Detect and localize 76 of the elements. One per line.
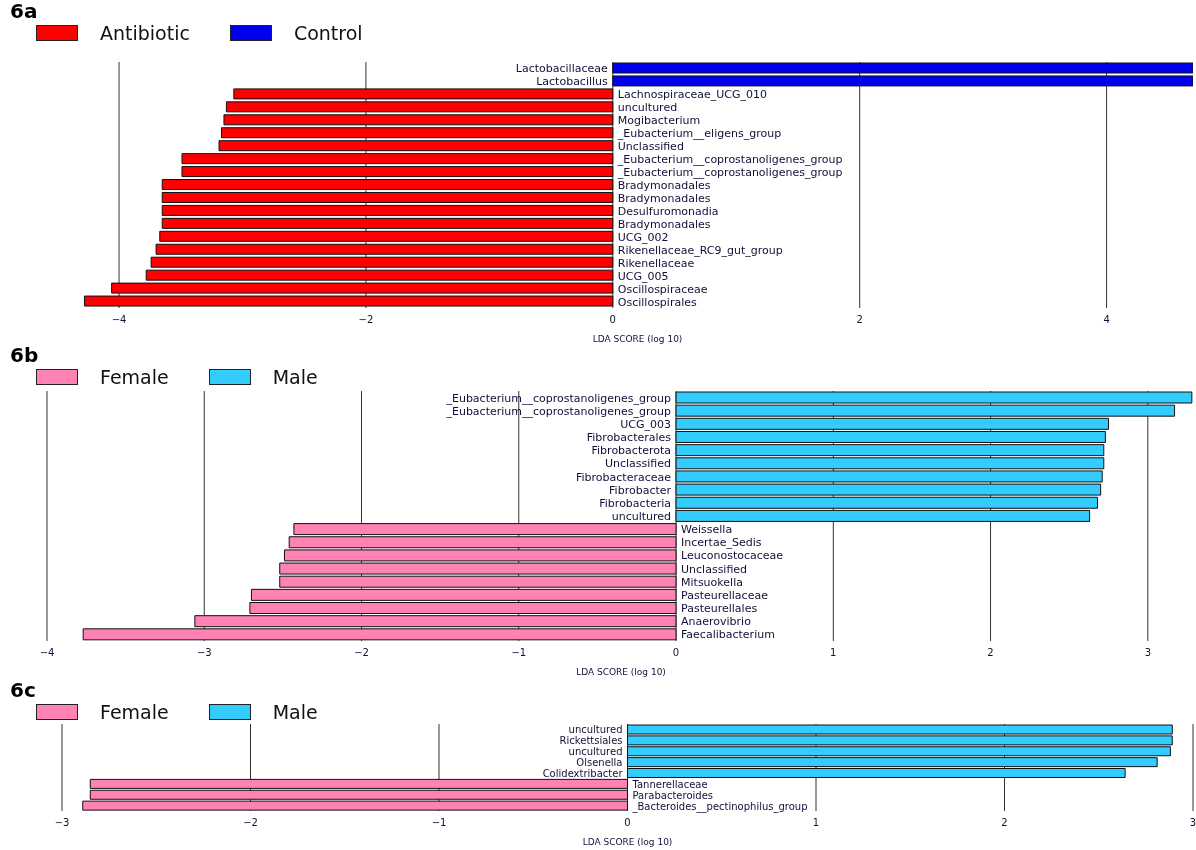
- y-tick-label: Anaerovibrio: [681, 615, 752, 629]
- y-tick-label: Fibrobacteria: [599, 496, 672, 510]
- y-tick-label: uncultured: [568, 724, 623, 736]
- y-tick-label: Colidextribacter: [542, 767, 624, 779]
- x-tick-label: 4: [1103, 314, 1110, 326]
- x-axis-title: LDA SCORE (log 10): [576, 667, 666, 677]
- y-tick-label: Mogibacterium: [617, 114, 701, 128]
- x-tick-label: 3: [1189, 817, 1196, 829]
- x-tick-label: −4: [39, 647, 55, 659]
- legend-label: Female: [100, 701, 169, 723]
- y-tick-label: uncultured: [568, 746, 623, 758]
- y-tick-label: Pasteurellaceae: [681, 588, 769, 602]
- y-tick-label: Parabacteroides: [632, 789, 713, 801]
- x-tick-label: 1: [812, 817, 820, 829]
- x-tick-label: 2: [1001, 817, 1008, 829]
- x-tick-label: −2: [243, 817, 258, 829]
- legend-label: Male: [272, 701, 318, 723]
- x-tick-label: 0: [609, 314, 616, 326]
- legend-label: Female: [100, 366, 169, 388]
- x-tick-label: 2: [856, 314, 863, 326]
- chart-title: 6a: [10, 0, 39, 23]
- x-tick-label: −3: [54, 817, 70, 829]
- y-tick-label: UCG_005: [617, 269, 669, 283]
- x-tick-label: −1: [431, 817, 447, 829]
- y-tick-label: Faecalibacterium: [681, 628, 775, 642]
- x-tick-label: −4: [111, 314, 127, 326]
- chart-title: 6b: [10, 343, 40, 367]
- y-tick-label: uncultured: [611, 510, 672, 523]
- y-tick-label: _Eubacterium__coprostanoligenes_group: [616, 166, 843, 180]
- y-tick-label: Leuconostocaceae: [681, 549, 784, 563]
- y-tick-label: uncultured: [617, 101, 678, 115]
- y-tick-label: Bradymonadales: [617, 191, 711, 205]
- y-tick-label: Lactobacillus: [536, 75, 609, 89]
- y-tick-label: _Eubacterium__coprostanoligenes_group: [616, 153, 843, 167]
- y-tick-label: Bradymonadales: [617, 179, 711, 192]
- y-tick-label: Fibrobacterales: [586, 431, 672, 445]
- x-tick-label: −2: [354, 647, 369, 659]
- y-tick-label: Fibrobacterota: [591, 444, 672, 458]
- legend-label: Antibiotic: [100, 22, 190, 44]
- chart-title: 6c: [10, 678, 37, 702]
- y-tick-label: Bradymonadales: [617, 217, 711, 231]
- y-tick-label: _Eubacterium__eligens_group: [616, 127, 782, 141]
- x-tick-label: 0: [672, 647, 680, 659]
- x-tick-label: −3: [196, 647, 212, 659]
- y-tick-label: Olsenella: [576, 757, 623, 769]
- x-tick-label: 3: [1144, 647, 1152, 659]
- x-tick-label: 0: [624, 817, 631, 829]
- x-tick-label: 1: [830, 647, 837, 659]
- y-tick-label: Rikenellaceae_RC9_gut_group: [617, 243, 783, 257]
- y-tick-label: Unclassified: [617, 140, 684, 154]
- x-tick-label: −1: [511, 647, 527, 659]
- y-tick-label: UCG_002: [617, 230, 669, 244]
- y-tick-label: Oscillospiraceae: [617, 282, 708, 296]
- x-tick-label: 2: [987, 647, 994, 659]
- y-tick-label: Rikenellaceae: [617, 256, 695, 270]
- y-tick-label: Weissella: [681, 523, 733, 537]
- y-tick-label: Fibrobacter: [609, 483, 672, 497]
- y-tick-label: Lachnospiraceae_UCG_010: [617, 88, 768, 102]
- y-tick-label: Tannerellaceae: [631, 778, 708, 790]
- legend-label: Male: [272, 366, 318, 388]
- y-tick-label: Pasteurellales: [681, 602, 758, 616]
- y-tick-label: _Bacteroides__pectinophilus_group: [631, 800, 808, 813]
- x-axis-title: LDA SCORE (log 10): [592, 334, 683, 344]
- legend-label: Control: [293, 22, 363, 44]
- y-tick-label: Fibrobacteraceae: [576, 470, 672, 484]
- y-tick-label: Mitsuokella: [681, 575, 743, 589]
- x-axis-title: LDA SCORE (log 10): [582, 837, 673, 847]
- y-tick-label: Incertae_Sedis: [681, 536, 762, 550]
- y-tick-label: Lactobacillaceae: [515, 62, 609, 76]
- y-tick-label: Rickettsiales: [559, 735, 623, 747]
- y-tick-label: UCG_003: [620, 417, 672, 431]
- y-tick-label: Desulfuromonadia: [617, 204, 719, 218]
- y-tick-label: Oscillospirales: [617, 295, 697, 309]
- y-tick-label: Unclassified: [604, 457, 672, 471]
- y-tick-label: Unclassified: [681, 562, 748, 576]
- x-tick-label: −2: [358, 314, 374, 326]
